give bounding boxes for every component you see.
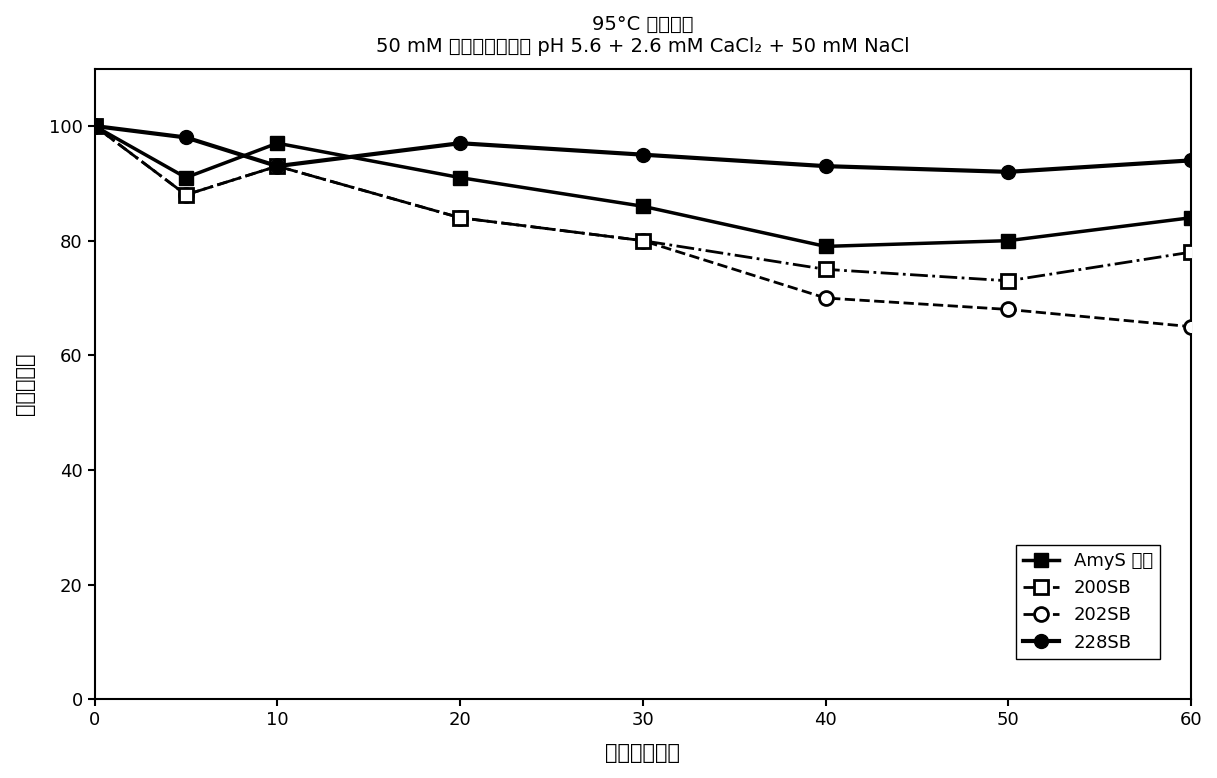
200SB [179, 190, 194, 199]
AmyS 对照 [818, 242, 832, 251]
AmyS 对照 [270, 138, 285, 148]
AmyS 对照 [1183, 213, 1198, 223]
Y-axis label: 剩余活性％: 剩余活性％ [15, 352, 35, 415]
202SB [1183, 322, 1198, 331]
202SB [453, 213, 467, 223]
X-axis label: 时间（分钟）: 时间（分钟） [605, 743, 680, 763]
AmyS 对照 [635, 202, 650, 211]
200SB [1000, 276, 1015, 286]
228SB [635, 150, 650, 159]
200SB [1183, 247, 1198, 257]
Line: 200SB: 200SB [88, 119, 1198, 288]
Title: 95°C 的稳定性
50 mM 苹果酸盐缓冲液 pH 5.6 + 2.6 mM CaCl₂ + 50 mM NaCl: 95°C 的稳定性 50 mM 苹果酸盐缓冲液 pH 5.6 + 2.6 mM … [376, 15, 909, 56]
228SB [179, 133, 194, 142]
200SB [635, 236, 650, 245]
202SB [1000, 305, 1015, 314]
200SB [270, 162, 285, 171]
228SB [1183, 156, 1198, 165]
228SB [88, 121, 102, 131]
228SB [270, 162, 285, 171]
200SB [818, 265, 832, 274]
228SB [453, 138, 467, 148]
Line: AmyS 对照: AmyS 对照 [88, 119, 1198, 254]
Line: 202SB: 202SB [88, 119, 1198, 334]
AmyS 对照 [1000, 236, 1015, 245]
AmyS 对照 [453, 173, 467, 182]
202SB [635, 236, 650, 245]
228SB [1000, 167, 1015, 177]
202SB [88, 121, 102, 131]
AmyS 对照 [88, 121, 102, 131]
AmyS 对照 [179, 173, 194, 182]
202SB [179, 190, 194, 199]
Line: 228SB: 228SB [88, 119, 1198, 179]
Legend: AmyS 对照, 200SB, 202SB, 228SB: AmyS 对照, 200SB, 202SB, 228SB [1016, 545, 1160, 659]
200SB [453, 213, 467, 223]
202SB [270, 162, 285, 171]
202SB [818, 293, 832, 303]
200SB [88, 121, 102, 131]
228SB [818, 162, 832, 171]
